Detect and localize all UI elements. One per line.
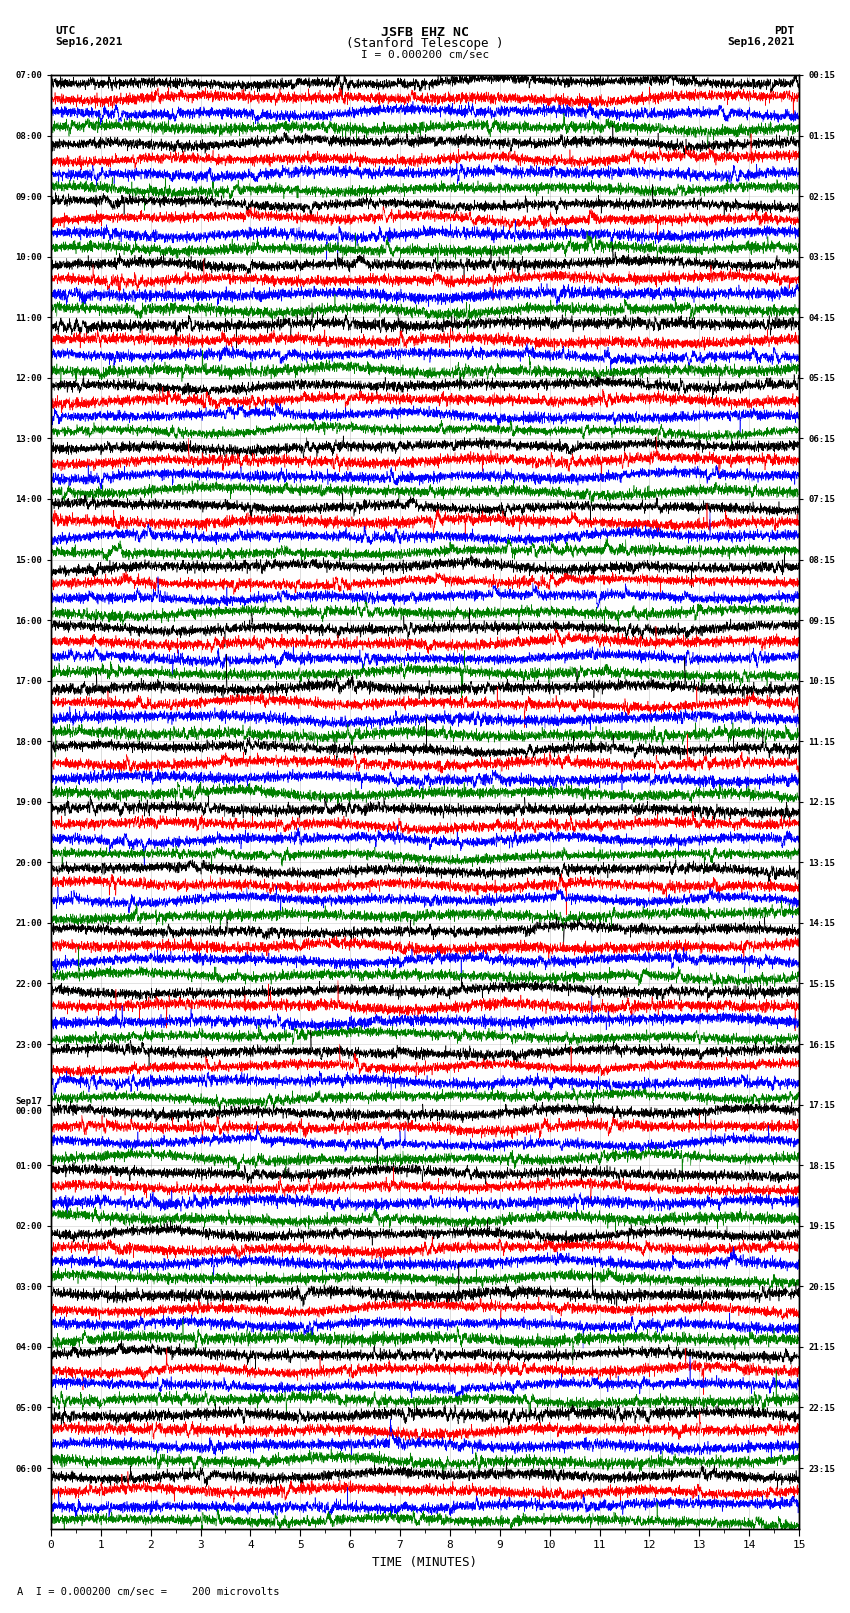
Text: Sep16,2021: Sep16,2021: [55, 37, 122, 47]
Text: I = 0.000200 cm/sec: I = 0.000200 cm/sec: [361, 50, 489, 60]
Text: (Stanford Telescope ): (Stanford Telescope ): [346, 37, 504, 50]
Text: A  I = 0.000200 cm/sec =    200 microvolts: A I = 0.000200 cm/sec = 200 microvolts: [17, 1587, 280, 1597]
Text: PDT: PDT: [774, 26, 795, 35]
Text: JSFB EHZ NC: JSFB EHZ NC: [381, 26, 469, 39]
X-axis label: TIME (MINUTES): TIME (MINUTES): [372, 1557, 478, 1569]
Text: Sep16,2021: Sep16,2021: [728, 37, 795, 47]
Text: UTC: UTC: [55, 26, 76, 35]
